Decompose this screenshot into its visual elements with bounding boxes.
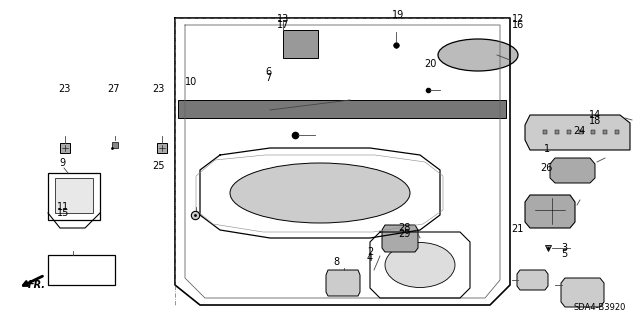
Text: 21: 21 xyxy=(511,224,524,234)
Polygon shape xyxy=(550,158,595,183)
Text: 13: 13 xyxy=(276,14,289,24)
Text: 29: 29 xyxy=(398,229,411,239)
Polygon shape xyxy=(561,278,604,307)
Polygon shape xyxy=(178,100,506,118)
Text: 8: 8 xyxy=(333,256,340,267)
Text: 3: 3 xyxy=(561,243,568,253)
Polygon shape xyxy=(157,143,167,153)
Polygon shape xyxy=(55,178,93,213)
Text: 23: 23 xyxy=(152,84,165,94)
Text: 17: 17 xyxy=(276,20,289,30)
Polygon shape xyxy=(283,30,318,58)
Ellipse shape xyxy=(385,242,455,287)
Text: 20: 20 xyxy=(424,59,436,69)
Text: 28: 28 xyxy=(398,223,411,234)
Text: 15: 15 xyxy=(56,208,69,218)
Text: 6: 6 xyxy=(266,67,272,77)
Polygon shape xyxy=(525,195,575,228)
Text: 27: 27 xyxy=(108,84,120,94)
Text: 14: 14 xyxy=(589,110,602,120)
Text: 4: 4 xyxy=(367,253,373,263)
Text: 5: 5 xyxy=(561,249,568,259)
Text: 1: 1 xyxy=(543,144,550,154)
Text: 16: 16 xyxy=(512,20,525,30)
Text: 23: 23 xyxy=(58,84,70,94)
Text: 18: 18 xyxy=(589,115,602,126)
Ellipse shape xyxy=(230,163,410,223)
Text: 11: 11 xyxy=(56,202,69,212)
Text: FR.: FR. xyxy=(28,280,46,290)
Text: 10: 10 xyxy=(184,77,197,87)
Text: 19: 19 xyxy=(392,10,404,20)
Polygon shape xyxy=(60,143,70,153)
Text: 9: 9 xyxy=(60,158,66,168)
Polygon shape xyxy=(382,225,418,252)
Text: 25: 25 xyxy=(152,161,165,171)
Ellipse shape xyxy=(438,39,518,71)
Polygon shape xyxy=(517,270,548,290)
Polygon shape xyxy=(525,115,630,150)
Text: SDA4-B3920: SDA4-B3920 xyxy=(574,303,626,313)
Text: 12: 12 xyxy=(512,14,525,24)
Text: 24: 24 xyxy=(573,126,586,136)
Text: 7: 7 xyxy=(266,72,272,83)
Polygon shape xyxy=(326,270,360,296)
Text: 2: 2 xyxy=(367,247,373,257)
Text: 26: 26 xyxy=(540,163,553,174)
